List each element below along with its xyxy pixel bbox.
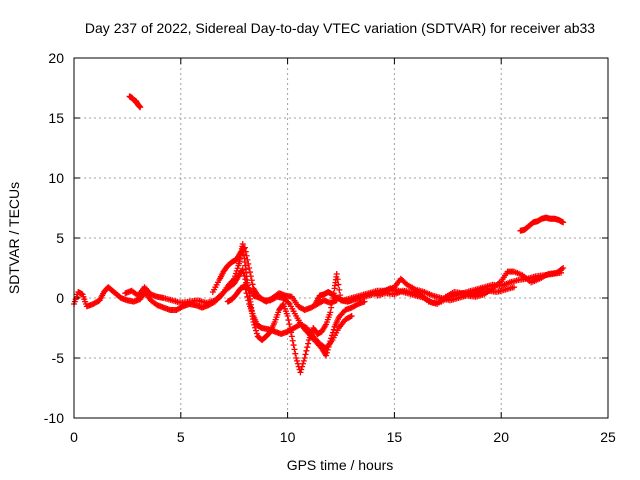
y-tick-label: 20 [48,50,64,66]
data-point [560,265,567,271]
data-point [244,293,251,300]
data-point [298,366,305,373]
y-tick-label: 0 [56,290,64,306]
data-point [288,333,295,340]
series-track-f [312,265,567,307]
data-point [247,269,254,276]
data-points [71,93,567,376]
y-tick-label: 5 [56,230,64,246]
data-point [328,304,335,311]
data-point [300,357,307,364]
data-point [285,317,292,324]
data-point [246,265,253,271]
data-point [558,265,565,272]
x-tick-label: 10 [280,429,296,445]
data-point [243,290,250,297]
y-tick-label: -5 [52,350,65,366]
data-point [241,272,248,279]
data-point [241,245,248,252]
data-point [511,284,518,291]
data-point [243,252,250,259]
data-point [241,244,248,251]
data-point [289,337,296,344]
data-point [240,269,247,276]
data-point [299,360,306,367]
data-point [244,256,251,263]
data-point [293,355,300,361]
data-point [242,286,249,293]
data-point [137,104,144,111]
data-point [241,283,248,289]
data-point [253,330,260,337]
data-point [239,266,246,273]
grid-lines [74,58,608,418]
data-point [252,327,259,334]
y-tick-label: 10 [48,170,64,186]
data-point [242,276,249,283]
data-point [347,313,354,320]
x-tick-label: 0 [70,429,78,445]
x-tick-label: 25 [600,429,616,445]
data-point [333,271,340,277]
data-point [245,260,252,267]
data-point [361,298,368,305]
data-point [297,369,304,376]
data-point [291,346,298,353]
data-point [334,276,341,283]
data-point [335,281,342,288]
data-point [292,350,299,357]
data-point [303,347,310,354]
x-tick-label: 20 [493,429,509,445]
x-tick-label: 5 [177,429,185,445]
data-point [248,277,255,284]
series-track-g [374,284,518,307]
data-point [245,297,252,304]
x-tick-label: 15 [387,429,403,445]
y-tick-label: -10 [44,410,64,426]
data-point [301,355,308,361]
data-point [323,352,330,359]
data-point [290,342,297,349]
data-point [304,344,311,351]
data-point [302,351,309,358]
series-track-a [126,93,144,111]
data-point [305,340,312,347]
data-point [242,248,249,255]
data-point [294,360,301,367]
axis-ticks: 0 5 10 15 20 25 -10 -5 0 5 10 15 20 [44,50,616,445]
data-point [249,281,256,288]
plot-frame [73,57,609,419]
data-point [247,273,254,280]
data-point [336,286,343,293]
data-point [243,279,250,286]
series-track-h [517,214,567,234]
data-point [560,219,567,226]
data-point [330,326,337,333]
y-tick-label: 15 [48,110,64,126]
chart-title: Day 237 of 2022, Sidereal Day-to-day VTE… [85,20,595,36]
data-point [299,363,306,370]
data-point [323,349,330,356]
data-point [293,357,300,364]
data-point [348,313,355,319]
y-axis-label: SDTVAR / TECUs [6,182,22,294]
data-point [285,299,292,306]
data-point [284,313,291,319]
series-track-e [224,283,355,352]
data-point [286,321,293,328]
x-axis-label: GPS time / hours [287,457,394,473]
data-point [327,309,334,316]
